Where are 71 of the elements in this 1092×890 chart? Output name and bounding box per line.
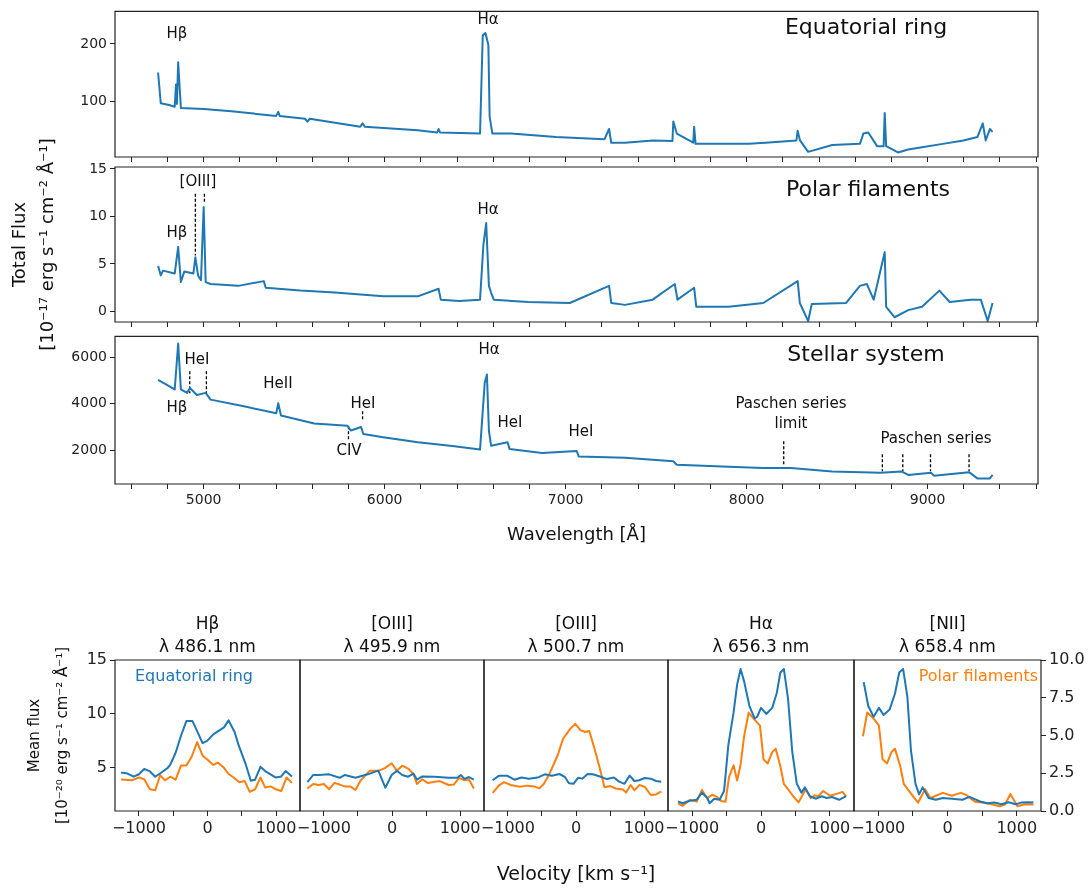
- chart-subtitle: λ 658.4 nm: [899, 636, 996, 657]
- chart-title: Hβ: [195, 613, 220, 634]
- annotation: Hβ: [166, 222, 188, 241]
- text: Equatorial ring: [135, 666, 253, 686]
- annotation: Polar filaments: [785, 175, 951, 201]
- x-tick-label: 1000: [996, 817, 1038, 837]
- annotation: Paschen series: [880, 428, 992, 447]
- text: Polar filaments: [918, 666, 1038, 686]
- x-tick-label: 1000: [439, 817, 481, 837]
- y-tick-label: 100: [80, 91, 107, 108]
- x-tick-label: 6000: [366, 491, 403, 508]
- annotation: HeI: [184, 349, 210, 368]
- y-tick-label: 200: [80, 34, 107, 51]
- x-tick-label: 5000: [185, 491, 222, 508]
- annotation: HeI: [568, 421, 594, 440]
- y2-tick-label: 10.0: [1049, 649, 1085, 669]
- x-axis-title: Wavelength [Å]: [507, 522, 646, 544]
- annotation: HeI: [497, 412, 523, 431]
- chart-title: [OIII]: [371, 613, 413, 634]
- x-tick-label: −1000: [296, 817, 351, 837]
- y-tick-label: 4000: [71, 394, 107, 411]
- annotation: Hα: [477, 199, 499, 218]
- annotation: Hβ: [166, 23, 188, 42]
- x-tick-label: −1000: [111, 817, 167, 837]
- annotation: Hα: [478, 339, 500, 358]
- annotation: Equatorial ring: [784, 13, 948, 39]
- x-tick-label: 0: [570, 817, 582, 837]
- annotation: Hβ: [166, 397, 188, 416]
- x-tick-label: −1000: [665, 817, 720, 837]
- y2-tick-label: 0.0: [1049, 800, 1075, 820]
- y-tick-label: 10: [89, 207, 107, 224]
- x-tick-label: 0: [386, 817, 398, 837]
- y-tick-label: 5: [96, 757, 107, 777]
- x-tick-label: 9000: [909, 491, 946, 508]
- annotation: Paschen series limit: [735, 393, 847, 432]
- x-tick-label: 0: [755, 817, 767, 837]
- chart-title: Hα: [749, 613, 773, 634]
- x-tick-label: 8000: [728, 491, 765, 508]
- chart-title: [OIII]: [555, 613, 597, 634]
- y2-tick-label: 2.5: [1049, 762, 1075, 782]
- x-tick-label: 1000: [809, 817, 851, 837]
- y2-tick-label: 5.0: [1049, 724, 1075, 744]
- y-tick-label: 0: [98, 302, 107, 319]
- x-tick-label: 1000: [255, 817, 297, 837]
- annotation: [OIII]: [179, 171, 217, 190]
- chart-subtitle: λ 500.7 nm: [527, 636, 625, 657]
- y-axis-title: Mean flux [10⁻²⁰ erg s⁻¹ cm⁻² Å⁻¹]: [24, 646, 71, 825]
- annotation: CIV: [336, 440, 363, 459]
- y-tick-label: 5: [98, 254, 107, 271]
- chart-title: [NII]: [929, 613, 966, 634]
- annotation: HeII: [263, 373, 293, 392]
- chart-subtitle: λ 656.3 nm: [712, 636, 810, 657]
- x-tick-label: 0: [202, 817, 213, 837]
- chart-subtitle: λ 486.1 nm: [159, 636, 256, 657]
- annotation: Hα: [477, 9, 499, 28]
- y-tick-label: 2000: [71, 440, 107, 457]
- y-tick-label: 15: [89, 159, 107, 176]
- y-tick-label: 10: [86, 703, 107, 723]
- x-tick-label: 7000: [547, 491, 584, 508]
- x-tick-label: 1000: [623, 817, 665, 837]
- annotation: Stellar system: [787, 340, 945, 366]
- x-tick-label: 0: [942, 817, 953, 837]
- y-tick-label: 15: [86, 649, 107, 669]
- y-tick-label: 6000: [71, 347, 107, 364]
- x-tick-label: −1000: [480, 817, 535, 837]
- y-axis-title: Total Flux [10⁻¹⁷ erg s⁻¹ cm⁻² Å⁻¹]: [7, 138, 57, 351]
- y2-tick-label: 7.5: [1049, 686, 1075, 706]
- x-axis-title: Velocity [km s⁻¹]: [496, 861, 656, 884]
- annotation: HeI: [350, 393, 376, 412]
- chart-subtitle: λ 495.9 nm: [343, 636, 441, 657]
- x-tick-label: −1000: [851, 817, 906, 837]
